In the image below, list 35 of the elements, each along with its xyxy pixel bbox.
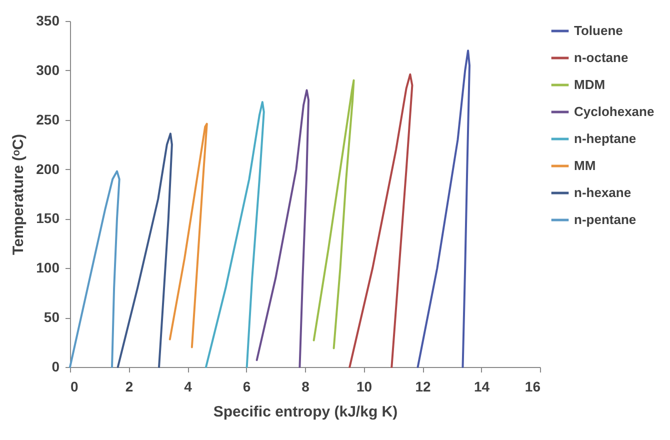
legend-label: MDM <box>574 77 606 92</box>
line-series <box>168 122 208 348</box>
x-tick-label: 0 <box>70 378 78 394</box>
line-series <box>312 79 355 350</box>
y-tick-label: 150 <box>36 210 60 226</box>
y-tick-label: 0 <box>52 358 60 374</box>
legend-label: Cyclohexane <box>574 104 654 119</box>
x-tick-label: 8 <box>302 378 310 394</box>
y-axis-title: Temperature (ᵒC) <box>10 134 28 255</box>
y-tick-label: 200 <box>36 160 60 177</box>
x-tick-label: 4 <box>184 378 192 394</box>
y-tick-label: 50 <box>44 309 60 326</box>
line-series <box>205 101 265 368</box>
legend-label: n-heptane <box>574 131 636 146</box>
legend-label: MM <box>574 158 596 173</box>
y-tick-label: 300 <box>36 62 60 78</box>
legend-label: n-pentane <box>574 212 636 227</box>
line-series <box>69 170 120 368</box>
x-tick-label: 2 <box>125 378 134 394</box>
line-series <box>256 89 310 368</box>
y-tick-label: 100 <box>36 260 60 276</box>
line-series <box>416 50 470 368</box>
legend-label: n-octane <box>574 50 628 65</box>
legend-label: n-hexane <box>574 185 632 200</box>
y-tick-label: 250 <box>36 111 60 128</box>
legend-label: Toluene <box>574 23 623 38</box>
x-tick-label: 14 <box>474 378 490 394</box>
line-series <box>116 132 173 368</box>
y-tick-label: 350 <box>36 12 60 28</box>
x-tick-label: 6 <box>242 378 251 394</box>
x-tick-label: 10 <box>356 378 372 394</box>
line-series <box>348 73 414 368</box>
x-tick-label: 16 <box>524 378 541 394</box>
x-axis-title: Specific entropy (kJ/kg K) <box>213 404 398 420</box>
x-tick-label: 12 <box>415 378 431 394</box>
